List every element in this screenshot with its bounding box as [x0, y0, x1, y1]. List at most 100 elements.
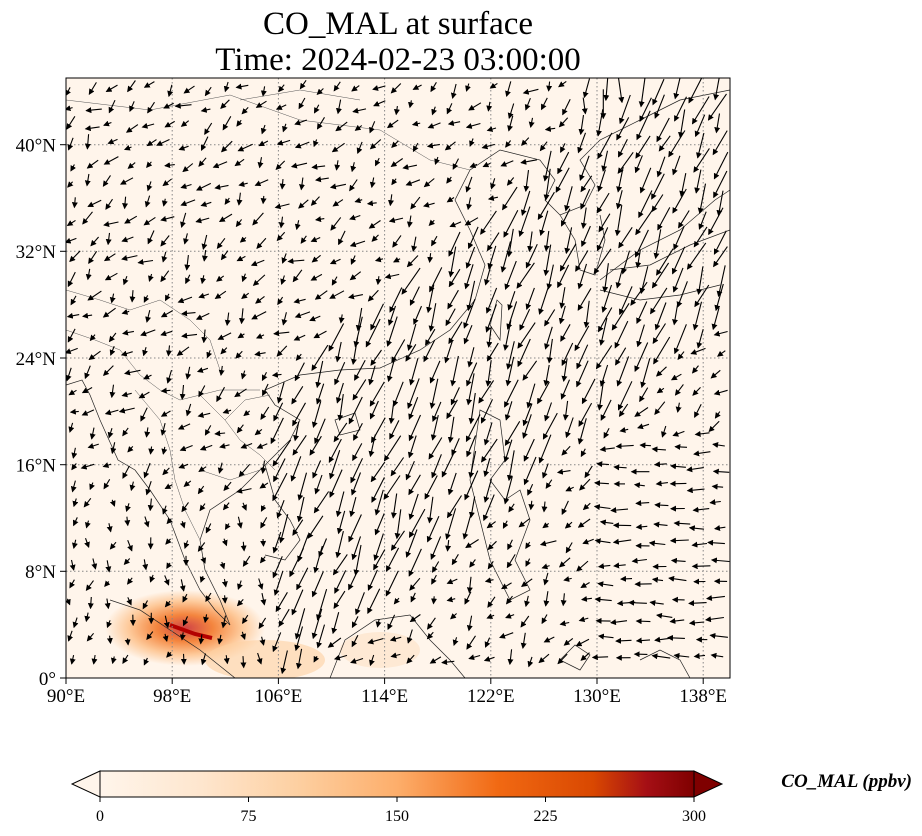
wind-arrow: [148, 273, 154, 282]
wind-arrow: [543, 244, 552, 277]
wind-arrow: [129, 101, 135, 113]
wind-arrow: [145, 481, 152, 496]
wind-arrow: [450, 387, 460, 406]
wind-arrow: [198, 466, 207, 472]
wind-arrow: [162, 633, 169, 642]
wind-arrow: [123, 558, 131, 566]
wind-arrow: [483, 458, 491, 478]
wind-arrow: [639, 97, 652, 122]
wind-arrow: [260, 592, 267, 606]
wind-arrow: [103, 221, 119, 227]
wind-arrow: [81, 409, 95, 416]
wind-arrow: [255, 100, 267, 108]
wind-arrow: [450, 613, 457, 620]
concentration-plume: [205, 640, 325, 678]
wind-arrow: [468, 496, 476, 519]
wind-arrow: [220, 250, 229, 261]
wind-arrow: [272, 472, 288, 502]
wind-arrow: [384, 273, 400, 280]
wind-arrow: [122, 465, 130, 479]
wind-arrow: [557, 264, 570, 289]
map-area: [66, 78, 730, 678]
wind-arrow: [651, 446, 666, 453]
wind-arrow: [329, 290, 345, 299]
wind-arrow: [278, 608, 290, 627]
wind-arrow: [338, 230, 346, 246]
y-tick-label: 40°N: [16, 136, 57, 157]
wind-arrow: [447, 289, 459, 310]
wind-arrow: [335, 341, 342, 363]
wind-arrow: [716, 190, 724, 217]
wind-arrow: [351, 85, 360, 92]
wind-arrow: [652, 323, 666, 344]
wind-arrow: [468, 654, 481, 661]
wind-arrow: [289, 547, 304, 578]
wind-arrow: [669, 537, 689, 544]
wind-arrow: [179, 579, 186, 592]
wind-arrow: [103, 479, 111, 490]
wind-arrow: [543, 168, 551, 201]
wind-arrow: [709, 499, 721, 506]
wind-arrow: [160, 235, 170, 247]
wind-arrow: [89, 482, 95, 491]
wind-arrow: [109, 499, 116, 507]
y-tick-label: 16°N: [16, 456, 57, 477]
wind-arrow: [276, 139, 291, 146]
wind-arrow: [332, 554, 348, 576]
wind-arrow: [565, 417, 574, 439]
wind-arrow: [386, 119, 399, 129]
wind-arrow: [291, 386, 304, 405]
wind-arrow: [242, 555, 251, 567]
wind-arrow: [688, 78, 703, 104]
wind-arrow: [260, 195, 267, 205]
wind-arrow: [292, 269, 303, 283]
wind-arrow: [427, 122, 441, 129]
wind-arrow: [369, 400, 379, 420]
wind-arrow: [201, 250, 208, 262]
wind-arrow: [618, 286, 633, 316]
wind-arrow: [692, 506, 710, 513]
wind-arrow: [504, 421, 521, 446]
wind-arrow: [576, 344, 589, 370]
wind-arrow: [127, 446, 134, 453]
wind-arrow: [558, 80, 567, 88]
wind-arrow: [294, 311, 311, 319]
wind-arrow: [220, 347, 228, 355]
wind-arrow: [257, 578, 264, 590]
wind-arrow: [307, 515, 324, 539]
wind-arrow: [331, 612, 340, 635]
wind-arrow: [392, 235, 402, 248]
wind-arrow: [353, 544, 362, 576]
wind-arrow: [614, 204, 623, 237]
wind-arrow: [122, 329, 135, 336]
wind-arrow: [505, 595, 513, 605]
wind-arrow: [127, 80, 136, 93]
wind-arrow: [293, 421, 300, 442]
wind-arrow: [428, 219, 435, 227]
wind-arrow: [506, 341, 515, 370]
wind-arrow: [610, 507, 629, 514]
wind-arrow: [125, 503, 131, 513]
wind-arrow: [441, 451, 455, 478]
wind-arrow: [224, 523, 231, 531]
wind-arrow: [70, 295, 77, 306]
wind-arrow: [579, 478, 591, 491]
wind-arrow: [521, 137, 530, 146]
wind-arrow: [222, 408, 232, 414]
wind-arrow: [580, 207, 587, 229]
wind-arrow: [331, 142, 345, 153]
wind-arrow: [581, 225, 591, 248]
wind-arrow: [446, 176, 453, 184]
wind-arrow: [221, 595, 228, 604]
wind-arrow: [387, 614, 396, 631]
wind-arrow: [671, 246, 686, 275]
wind-arrow: [122, 654, 129, 664]
wind-arrow: [636, 324, 645, 348]
wind-arrow: [389, 420, 400, 440]
wind-arrow: [487, 596, 496, 608]
wind-arrow: [394, 509, 402, 540]
wind-arrow: [522, 360, 538, 381]
wind-arrow: [688, 600, 707, 607]
wind-arrow: [618, 403, 629, 418]
wind-arrow: [141, 122, 155, 129]
